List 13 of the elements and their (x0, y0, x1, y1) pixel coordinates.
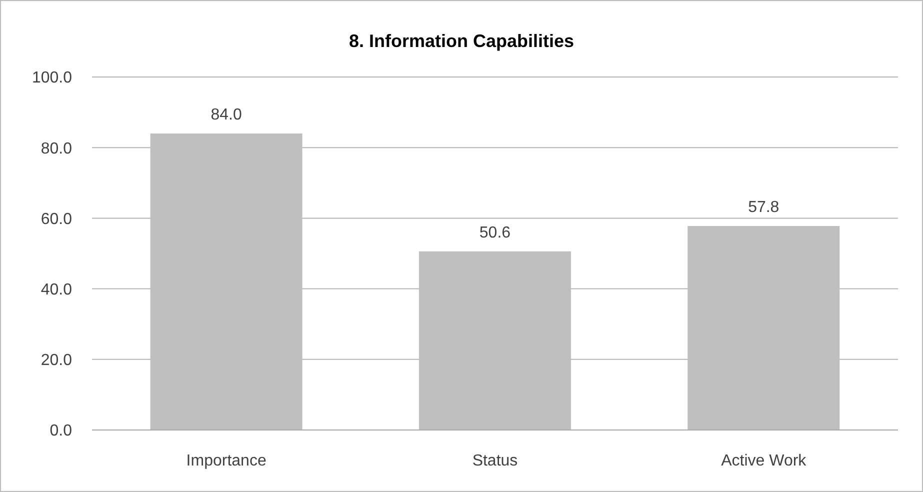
x-tick-label: Status (472, 452, 518, 470)
y-tick-label: 80.0 (40, 140, 72, 158)
data-label: 57.8 (748, 198, 780, 216)
data-label: 84.0 (210, 106, 242, 124)
x-tick-label: Importance (186, 452, 266, 470)
y-tick-label: 60.0 (40, 210, 72, 228)
y-tick-label: 20.0 (40, 352, 72, 370)
y-tick-label: 100.0 (32, 70, 72, 87)
y-tick-label: 40.0 (40, 281, 72, 298)
data-label: 50.6 (479, 224, 511, 242)
chart-title: 8. Information Capabilities (348, 31, 576, 52)
x-tick-label: Active Work (721, 452, 808, 470)
y-tick-label: 0.0 (50, 422, 72, 440)
